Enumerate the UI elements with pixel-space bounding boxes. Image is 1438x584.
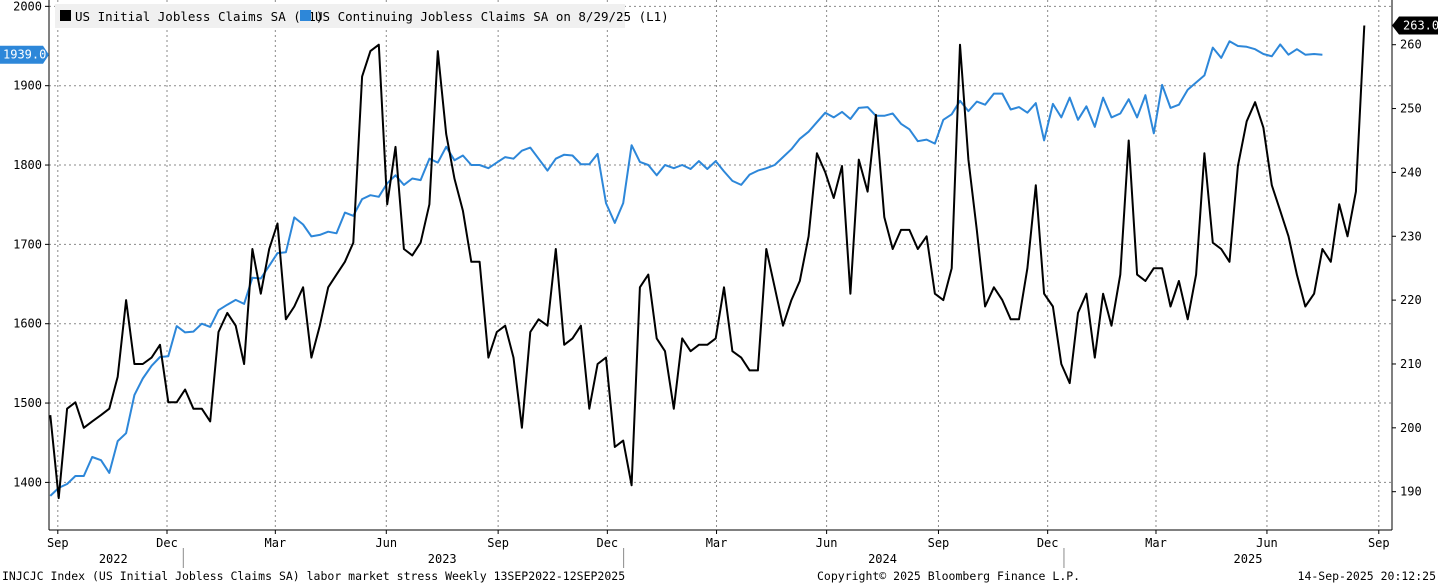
- left-tick-label: 1500: [13, 396, 42, 410]
- left-tick-label: 1900: [13, 79, 42, 93]
- x-tick-label: Jun: [375, 536, 397, 550]
- legend: US Initial Jobless Claims SA (R1) US Con…: [55, 4, 669, 28]
- x-tick-label: Dec: [1037, 536, 1059, 550]
- left-tick-label: 1800: [13, 158, 42, 172]
- right-tick-label: 240: [1400, 165, 1422, 179]
- right-tick-label: 200: [1400, 421, 1422, 435]
- right-tick-label: 210: [1400, 357, 1422, 371]
- left-tick-label: 1600: [13, 317, 42, 331]
- right-tick-label: 230: [1400, 229, 1422, 243]
- legend-swatch-continuing-claims: [300, 10, 311, 21]
- x-tick-label: Mar: [706, 536, 728, 550]
- right-tick-label: 250: [1400, 102, 1422, 116]
- continuing-claims-last-value-tag: 1939.0: [0, 45, 49, 64]
- footer-timestamp: 14-Sep-2025 20:12:25: [1298, 569, 1436, 583]
- right-tick-label: 220: [1400, 293, 1422, 307]
- legend-background: [55, 4, 625, 28]
- series-line-initial-claims: [49, 25, 1366, 500]
- series-layer: [49, 25, 1366, 500]
- x-tick-label: Dec: [156, 536, 178, 550]
- left-tick-label: 1700: [13, 237, 42, 251]
- x-tick-label: Mar: [1145, 536, 1167, 550]
- x-tick-label: Sep: [1368, 536, 1390, 550]
- x-tick-label: Sep: [487, 536, 509, 550]
- right-tick-label: 190: [1400, 485, 1422, 499]
- x-tick-label: Jun: [1256, 536, 1278, 550]
- initial-claims-last-value: 263.0: [1403, 19, 1438, 33]
- left-tick-label: 2000: [13, 0, 42, 13]
- year-label: 2022: [99, 552, 128, 566]
- x-axis-ticks: Sep Dec Mar Jun Sep Dec Mar Jun Sep Dec Mar Jun Sep: [47, 530, 1390, 550]
- x-tick-label: Sep: [928, 536, 950, 550]
- x-tick-label: Mar: [264, 536, 286, 550]
- legend-swatch-initial-claims: [60, 10, 71, 21]
- right-tick-label: 260: [1400, 38, 1422, 52]
- gridlines: [49, 0, 1392, 530]
- x-axis-year-labels: 2022 2023 2024 2025: [99, 548, 1263, 568]
- x-tick-label: Sep: [47, 536, 69, 550]
- legend-label-initial-claims: US Initial Jobless Claims SA (R1): [75, 9, 323, 24]
- continuing-claims-last-value: 1939.0: [3, 48, 46, 62]
- x-tick-label: Jun: [816, 536, 838, 550]
- left-axis-ticks: 1400 1500 1600 1700 1800 1900 2000: [13, 0, 49, 489]
- footer-source: INJCJC Index (US Initial Jobless Claims …: [2, 569, 625, 583]
- left-tick-label: 1400: [13, 475, 42, 489]
- year-label: 2024: [868, 552, 897, 566]
- series-line-continuing-claims: [49, 40, 1323, 497]
- footer-copyright: Copyright© 2025 Bloomberg Finance L.P.: [817, 569, 1080, 583]
- year-label: 2023: [428, 552, 457, 566]
- x-tick-label: Dec: [596, 536, 618, 550]
- right-axis-ticks: 190 200 210 220 230 240 250 260: [1392, 38, 1422, 499]
- legend-label-continuing-claims: US Continuing Jobless Claims SA on 8/29/…: [315, 9, 669, 24]
- year-label: 2025: [1234, 552, 1263, 566]
- initial-claims-last-value-tag: 263.0: [1392, 16, 1438, 35]
